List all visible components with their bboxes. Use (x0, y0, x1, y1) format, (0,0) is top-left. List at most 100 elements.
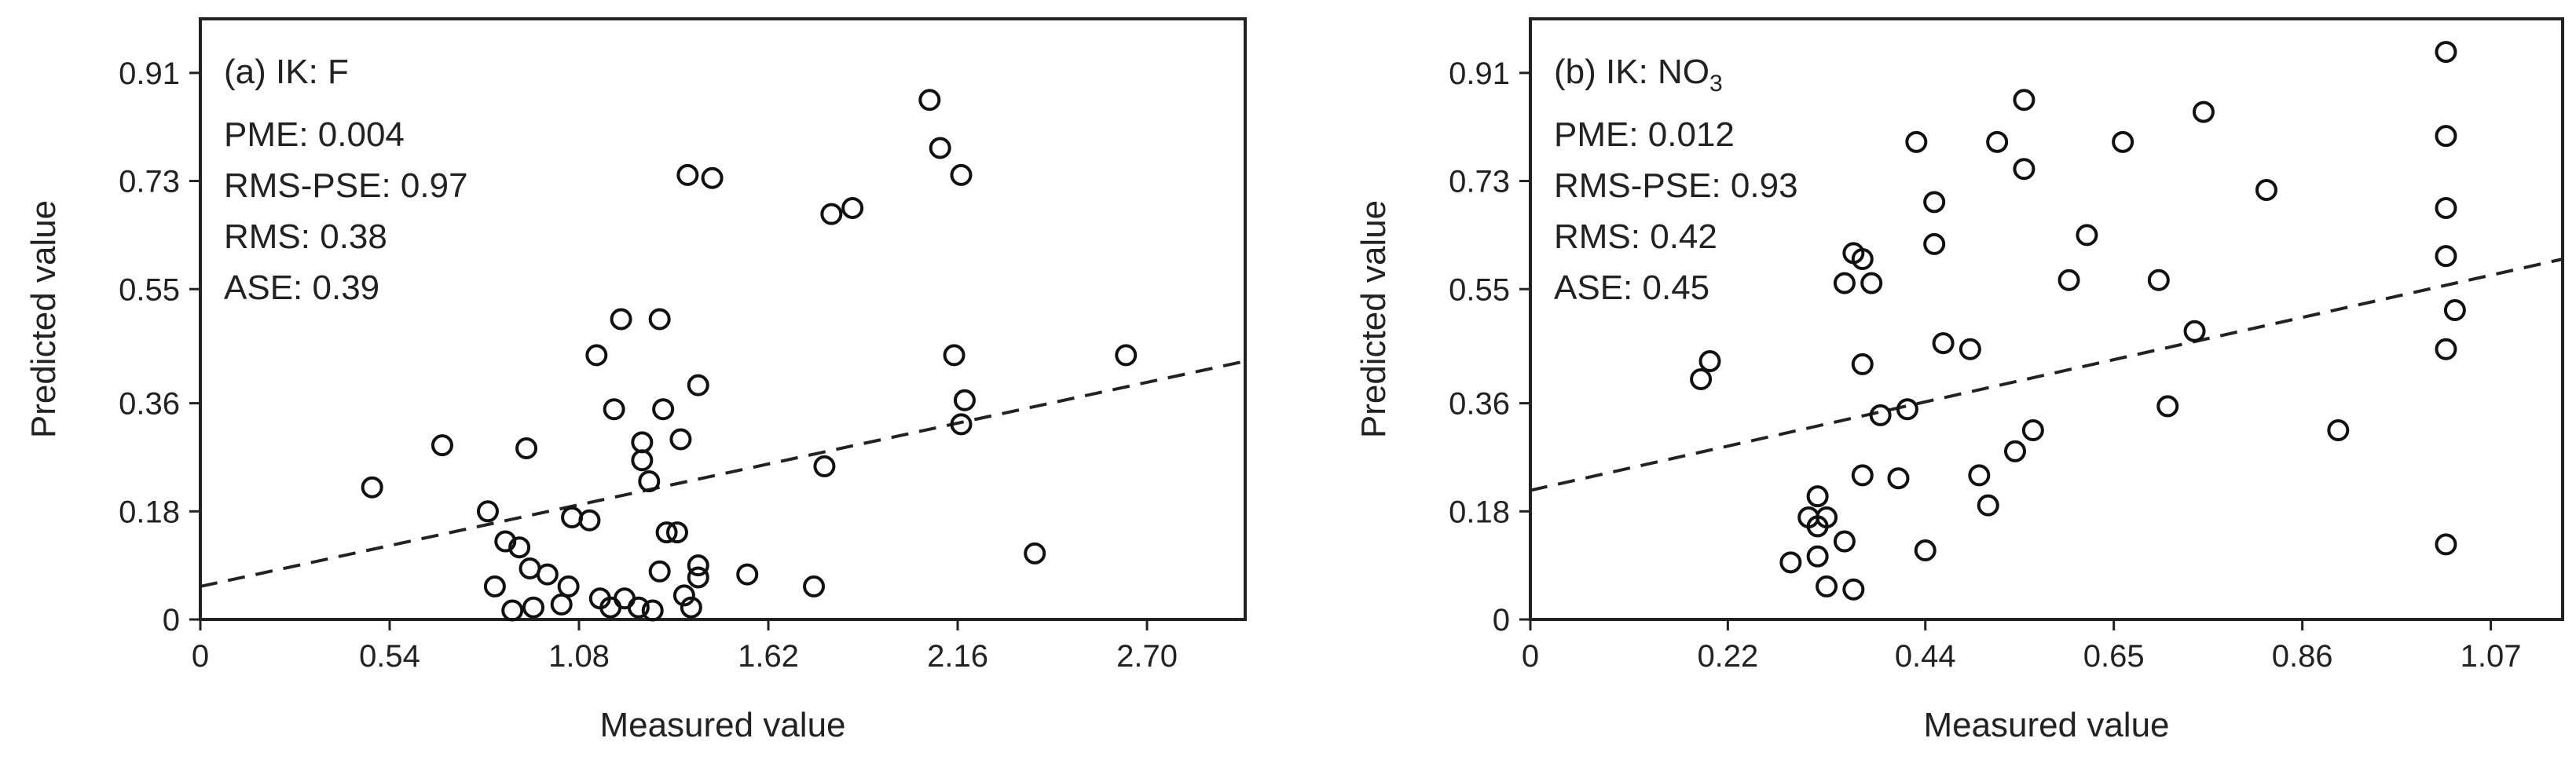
data-point (1779, 551, 1802, 574)
data-point (603, 398, 625, 421)
y-tick-label: 0.73 (1449, 165, 1510, 199)
x-tick-label: 2.16 (927, 639, 988, 674)
data-point (680, 596, 702, 619)
data-point (578, 509, 601, 532)
panel-label: (b) IK: NO3 (1554, 53, 1723, 97)
panel-label-text: (b) IK: NO (1554, 53, 1709, 91)
data-point (1923, 232, 1946, 255)
data-point (672, 584, 695, 607)
data-point (687, 566, 709, 589)
data-point (2435, 533, 2457, 556)
data-point (2021, 419, 2044, 442)
y-tick-label: 0.55 (1449, 272, 1510, 307)
data-point (2255, 179, 2277, 202)
data-point (536, 563, 559, 586)
data-point (522, 596, 544, 619)
data-point (950, 163, 973, 186)
data-point (1024, 542, 1046, 565)
data-point (1806, 485, 1829, 508)
y-tick-label: 0.18 (1449, 495, 1510, 529)
data-point (2112, 130, 2134, 153)
data-point (1816, 506, 1838, 528)
data-point (2443, 299, 2466, 322)
x-tick-label: 0 (1522, 639, 1539, 674)
data-point (2192, 100, 2215, 123)
y-tick-label: 0.73 (119, 165, 180, 199)
x-axis-label: Measured value (1923, 706, 2169, 744)
data-point (929, 137, 951, 159)
x-tick-label: 1.62 (738, 639, 799, 674)
data-point (1932, 332, 1955, 355)
data-point (1816, 575, 1838, 597)
data-point (1690, 368, 1713, 390)
data-point (494, 530, 517, 553)
y-axis-label: Predicted value (1354, 200, 1393, 438)
stat-text: ASE: 0.39 (224, 269, 379, 307)
data-point (648, 560, 671, 583)
data-point (508, 536, 531, 559)
data-point (950, 413, 973, 436)
data-point (2004, 440, 2027, 462)
data-point (1959, 338, 1981, 360)
data-point (669, 428, 692, 451)
stat-text: ASE: 0.45 (1554, 269, 1709, 307)
stat-text: RMS: 0.42 (1554, 217, 1717, 256)
data-point (918, 89, 941, 111)
data-point (1698, 350, 1721, 373)
data-point (2076, 224, 2098, 247)
x-tick-label: 2.70 (1116, 639, 1178, 674)
panel-label: (a) IK: F (224, 53, 349, 91)
y-tick-label: 0.91 (119, 57, 180, 91)
x-tick-label: 0 (192, 639, 209, 674)
y-tick-label: 0 (1493, 603, 1510, 638)
x-tick-label: 1.07 (2461, 639, 2522, 674)
data-point (2327, 419, 2350, 442)
data-point (2435, 125, 2457, 148)
panel-label-subscript: 3 (1709, 71, 1723, 97)
data-point (736, 563, 759, 586)
data-point (1977, 494, 1999, 517)
data-point (2013, 158, 2036, 181)
data-point (1806, 545, 1829, 568)
data-point (1851, 248, 1874, 270)
data-point (803, 575, 826, 597)
data-point (631, 431, 654, 454)
y-tick-label: 0.36 (1449, 387, 1510, 422)
stat-text: RMS-PSE: 0.93 (1554, 166, 1798, 205)
plot-frame (199, 17, 1247, 621)
data-point (2183, 320, 2206, 342)
x-tick-label: 0.86 (2272, 639, 2333, 674)
data-point (701, 166, 724, 189)
data-point (585, 344, 608, 367)
data-point (1851, 353, 1874, 375)
data-point (483, 575, 506, 597)
data-point (2013, 89, 2036, 111)
data-point (648, 308, 671, 331)
data-point (1860, 272, 1883, 294)
data-point (2435, 196, 2457, 219)
data-point (641, 599, 664, 622)
data-point (2058, 269, 2080, 291)
data-point (476, 500, 499, 523)
x-tick-label: 0.54 (359, 639, 420, 674)
y-axis-label: Predicted value (24, 200, 63, 438)
data-point (1896, 398, 1918, 421)
data-point (813, 455, 836, 477)
data-point (2435, 338, 2457, 360)
data-point (841, 196, 864, 219)
trend-line (1530, 258, 2563, 492)
plot-frame (1529, 17, 2564, 621)
data-point (1869, 404, 1892, 426)
data-point (1833, 530, 1856, 553)
data-point (953, 389, 976, 411)
panel-label-text: (a) IK: F (224, 53, 349, 91)
stat-text: PME: 0.012 (1554, 115, 1735, 154)
data-point (1986, 130, 2009, 153)
chart-panel-b: 0 0.22 0.44 0.65 0.86 1.07 0 0.18 0.36 0.55 0.73 0.… (1354, 17, 2564, 744)
data-point (655, 521, 678, 544)
y-tick-label: 0.91 (1449, 57, 1510, 91)
data-point (638, 470, 661, 493)
data-point (1914, 539, 1937, 562)
